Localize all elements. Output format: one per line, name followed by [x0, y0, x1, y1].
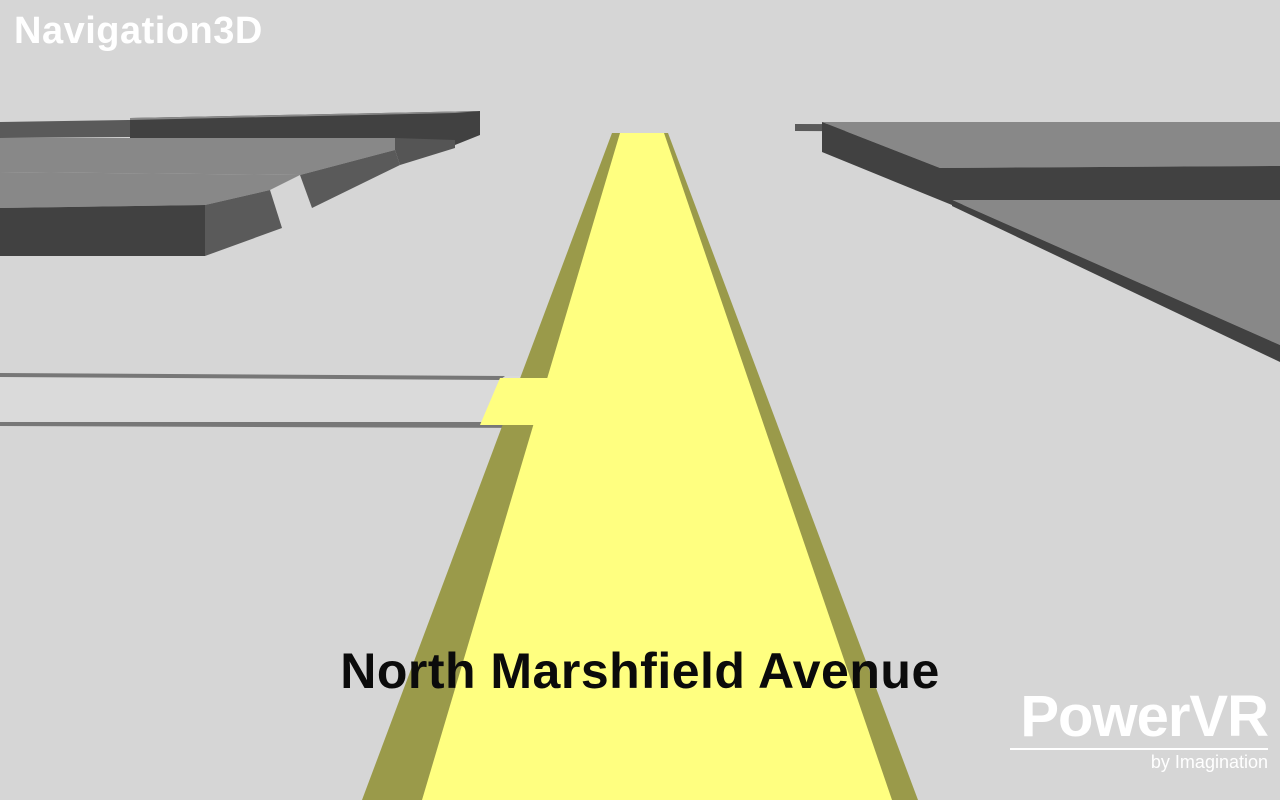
current-street-label: North Marshfield Avenue — [340, 643, 940, 699]
building-block-right — [795, 122, 1280, 362]
route-path — [362, 133, 918, 800]
building-wall — [0, 205, 205, 256]
brand-tagline: by Imagination — [1150, 752, 1268, 772]
building-wall — [300, 150, 400, 208]
brand-logo: PowerVR by Imagination — [1010, 684, 1269, 772]
building-roof — [130, 111, 480, 120]
cross-street-surface — [0, 376, 530, 426]
cross-street-edge — [0, 422, 530, 428]
building-wall — [205, 190, 282, 256]
brand-name: PowerVR — [1020, 684, 1269, 749]
building-wall — [952, 200, 1280, 362]
building-wall — [130, 111, 480, 145]
route-turn-connector — [480, 378, 550, 425]
building-roof — [822, 122, 1280, 168]
building-wall — [822, 122, 1280, 205]
building-block-left — [0, 111, 480, 256]
cross-street — [0, 373, 530, 428]
building-roof — [0, 138, 395, 175]
building-wall — [0, 120, 130, 138]
brand-divider — [1010, 748, 1268, 750]
cross-street-edge — [0, 373, 505, 380]
app-title: Navigation3D — [14, 10, 263, 52]
building-wall — [395, 138, 455, 165]
route-surface — [422, 133, 892, 800]
building-roof — [0, 172, 300, 208]
